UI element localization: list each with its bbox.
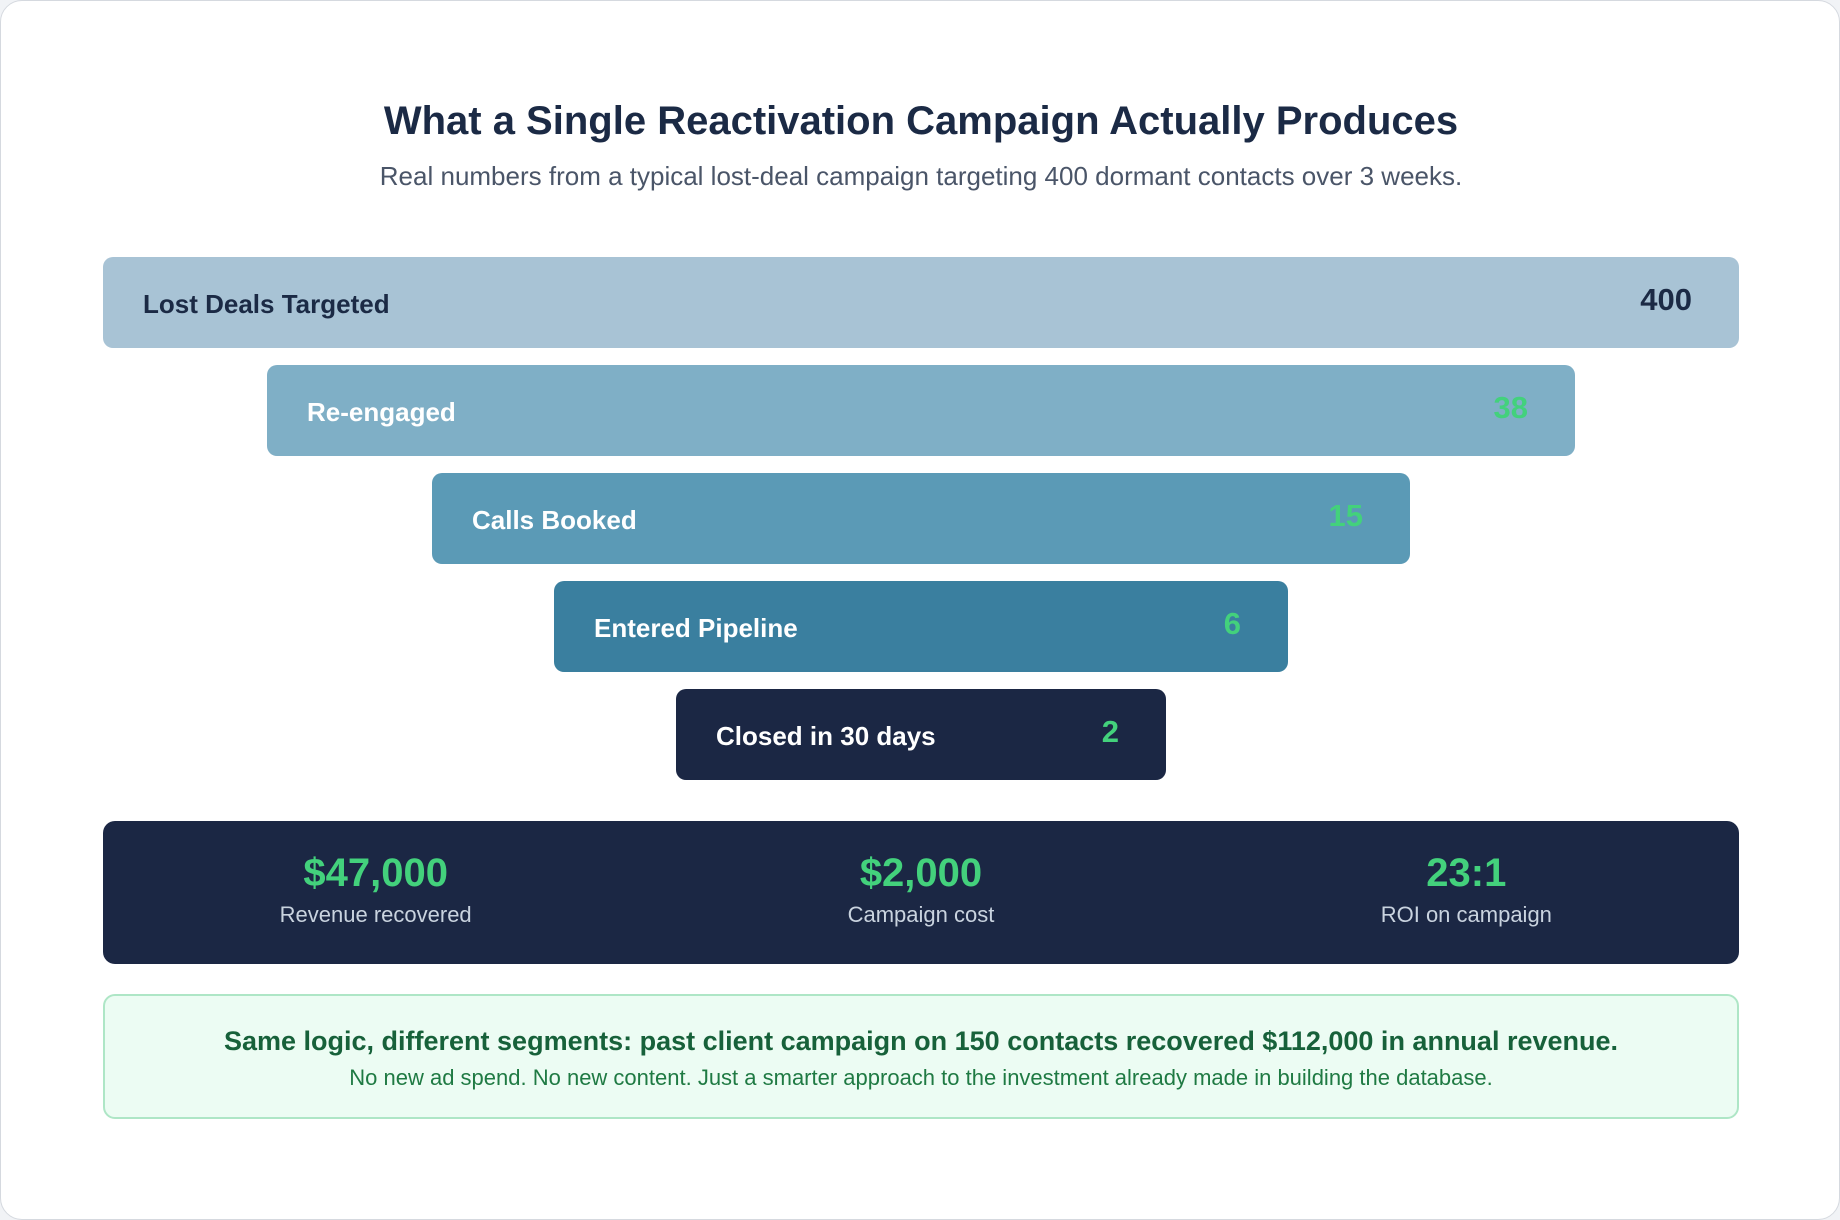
funnel-stage: Re-engaged 38 [267, 365, 1575, 456]
title: What a Single Reactivation Campaign Actu… [383, 99, 1459, 143]
stat-value: $2,000 [859, 851, 983, 895]
stat-label: Campaign cost [847, 902, 995, 927]
subtitle: Real numbers from a typical lost-deal ca… [379, 161, 1463, 191]
stage-value: 400 [1640, 282, 1692, 317]
stat: 23:1 ROI on campaign [1194, 821, 1739, 964]
note-headline: Same logic, different segments: past cli… [223, 1026, 1619, 1056]
note-body: No new ad spend. No new content. Just a … [349, 1065, 1493, 1090]
stat: $47,000 Revenue recovered [103, 821, 648, 964]
stat-value: $47,000 [303, 851, 448, 895]
stage-value: 2 [1101, 714, 1119, 749]
stage-label: Re-engaged [307, 397, 456, 427]
stat-label: Revenue recovered [279, 902, 472, 927]
stage-value: 15 [1328, 498, 1363, 533]
stage-value: 38 [1493, 390, 1528, 425]
stage-label: Entered Pipeline [594, 613, 798, 643]
stat-value: 23:1 [1426, 851, 1507, 895]
funnel-stage: Closed in 30 days 2 [676, 689, 1166, 780]
stage-label: Closed in 30 days [716, 721, 936, 751]
stage-label: Lost Deals Targeted [143, 289, 390, 319]
stage-label: Calls Booked [472, 505, 637, 535]
stage-value: 6 [1223, 606, 1241, 641]
funnel-stage: Entered Pipeline 6 [554, 581, 1288, 672]
note-box: Same logic, different segments: past cli… [103, 994, 1739, 1119]
funnel-stage: Calls Booked 15 [432, 473, 1410, 564]
stats-panel: $47,000 Revenue recovered $2,000 Campaign c… [103, 821, 1739, 964]
funnel-stage: Lost Deals Targeted 400 [103, 257, 1739, 348]
stat: $2,000 Campaign cost [648, 821, 1193, 964]
stat-label: ROI on campaign [1380, 902, 1552, 927]
